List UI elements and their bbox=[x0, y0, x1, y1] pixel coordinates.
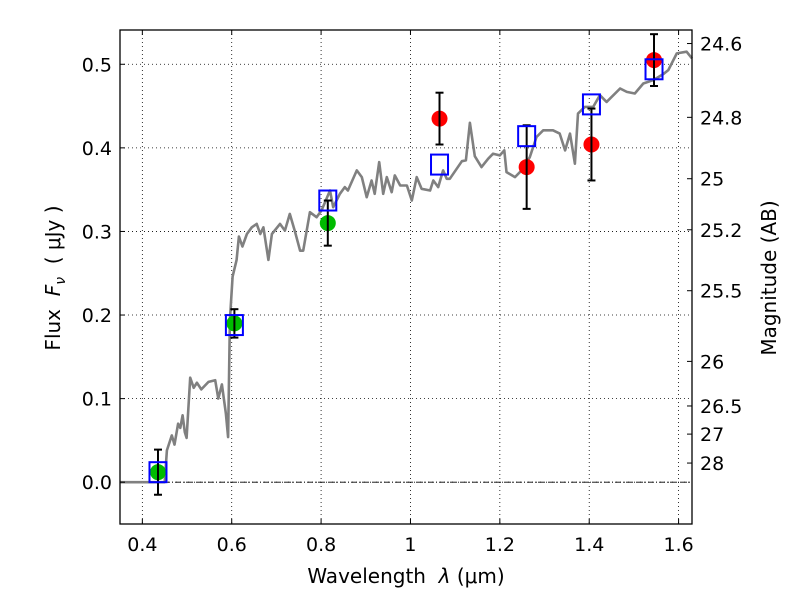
y-tick-label: 0.3 bbox=[82, 221, 112, 243]
x-tick-label: 0.6 bbox=[217, 534, 247, 556]
x-tick-label: 0.8 bbox=[306, 534, 336, 556]
y2-tick-label: 27 bbox=[700, 424, 724, 446]
plot-area bbox=[120, 33, 694, 496]
x-tick-label: 1.2 bbox=[485, 534, 515, 556]
model-square bbox=[148, 461, 168, 484]
model-square bbox=[517, 125, 537, 148]
y-axis-label: Flux Fν ( μJy ) bbox=[41, 205, 69, 350]
y-tick-label: 0.1 bbox=[82, 389, 112, 411]
y2-tick-label: 24.6 bbox=[700, 34, 742, 56]
ticks: 0.4 0.6 0.8 1 1.2 1.4 1.6 0.0 0.1 0.2 0.3 0.4 0.5 24.… bbox=[82, 30, 742, 556]
y2-tick-label: 24.8 bbox=[700, 107, 742, 129]
x-axis-label: Wavelength λ (μm) bbox=[307, 564, 504, 588]
x-tick-label: 1 bbox=[404, 534, 416, 556]
y2-tick-label: 26 bbox=[700, 351, 724, 373]
grid bbox=[120, 30, 692, 524]
model-square bbox=[318, 189, 338, 212]
x-tick-label: 0.4 bbox=[127, 534, 157, 556]
y2-tick-label: 25 bbox=[700, 169, 724, 191]
model-square bbox=[644, 58, 664, 81]
model-square bbox=[430, 153, 450, 176]
x-tick-label: 1.4 bbox=[574, 534, 604, 556]
model-square bbox=[581, 93, 601, 116]
y-tick-label: 0.2 bbox=[82, 305, 112, 327]
y-tick-label: 0.0 bbox=[82, 472, 112, 494]
x-tick-label: 1.6 bbox=[663, 534, 693, 556]
y2-tick-label: 26.5 bbox=[700, 396, 742, 418]
y2-tick-label: 25.2 bbox=[700, 220, 742, 242]
y2-tick-label: 25.5 bbox=[700, 281, 742, 303]
y-tick-label: 0.5 bbox=[82, 54, 112, 76]
spectrum-line bbox=[120, 50, 694, 484]
y2-axis-label: Magnitude (AB) bbox=[757, 200, 781, 355]
model-square bbox=[224, 314, 244, 337]
y2-tick-label: 28 bbox=[700, 453, 724, 475]
y-tick-label: 0.4 bbox=[82, 138, 112, 160]
axes-frame bbox=[119, 29, 693, 525]
